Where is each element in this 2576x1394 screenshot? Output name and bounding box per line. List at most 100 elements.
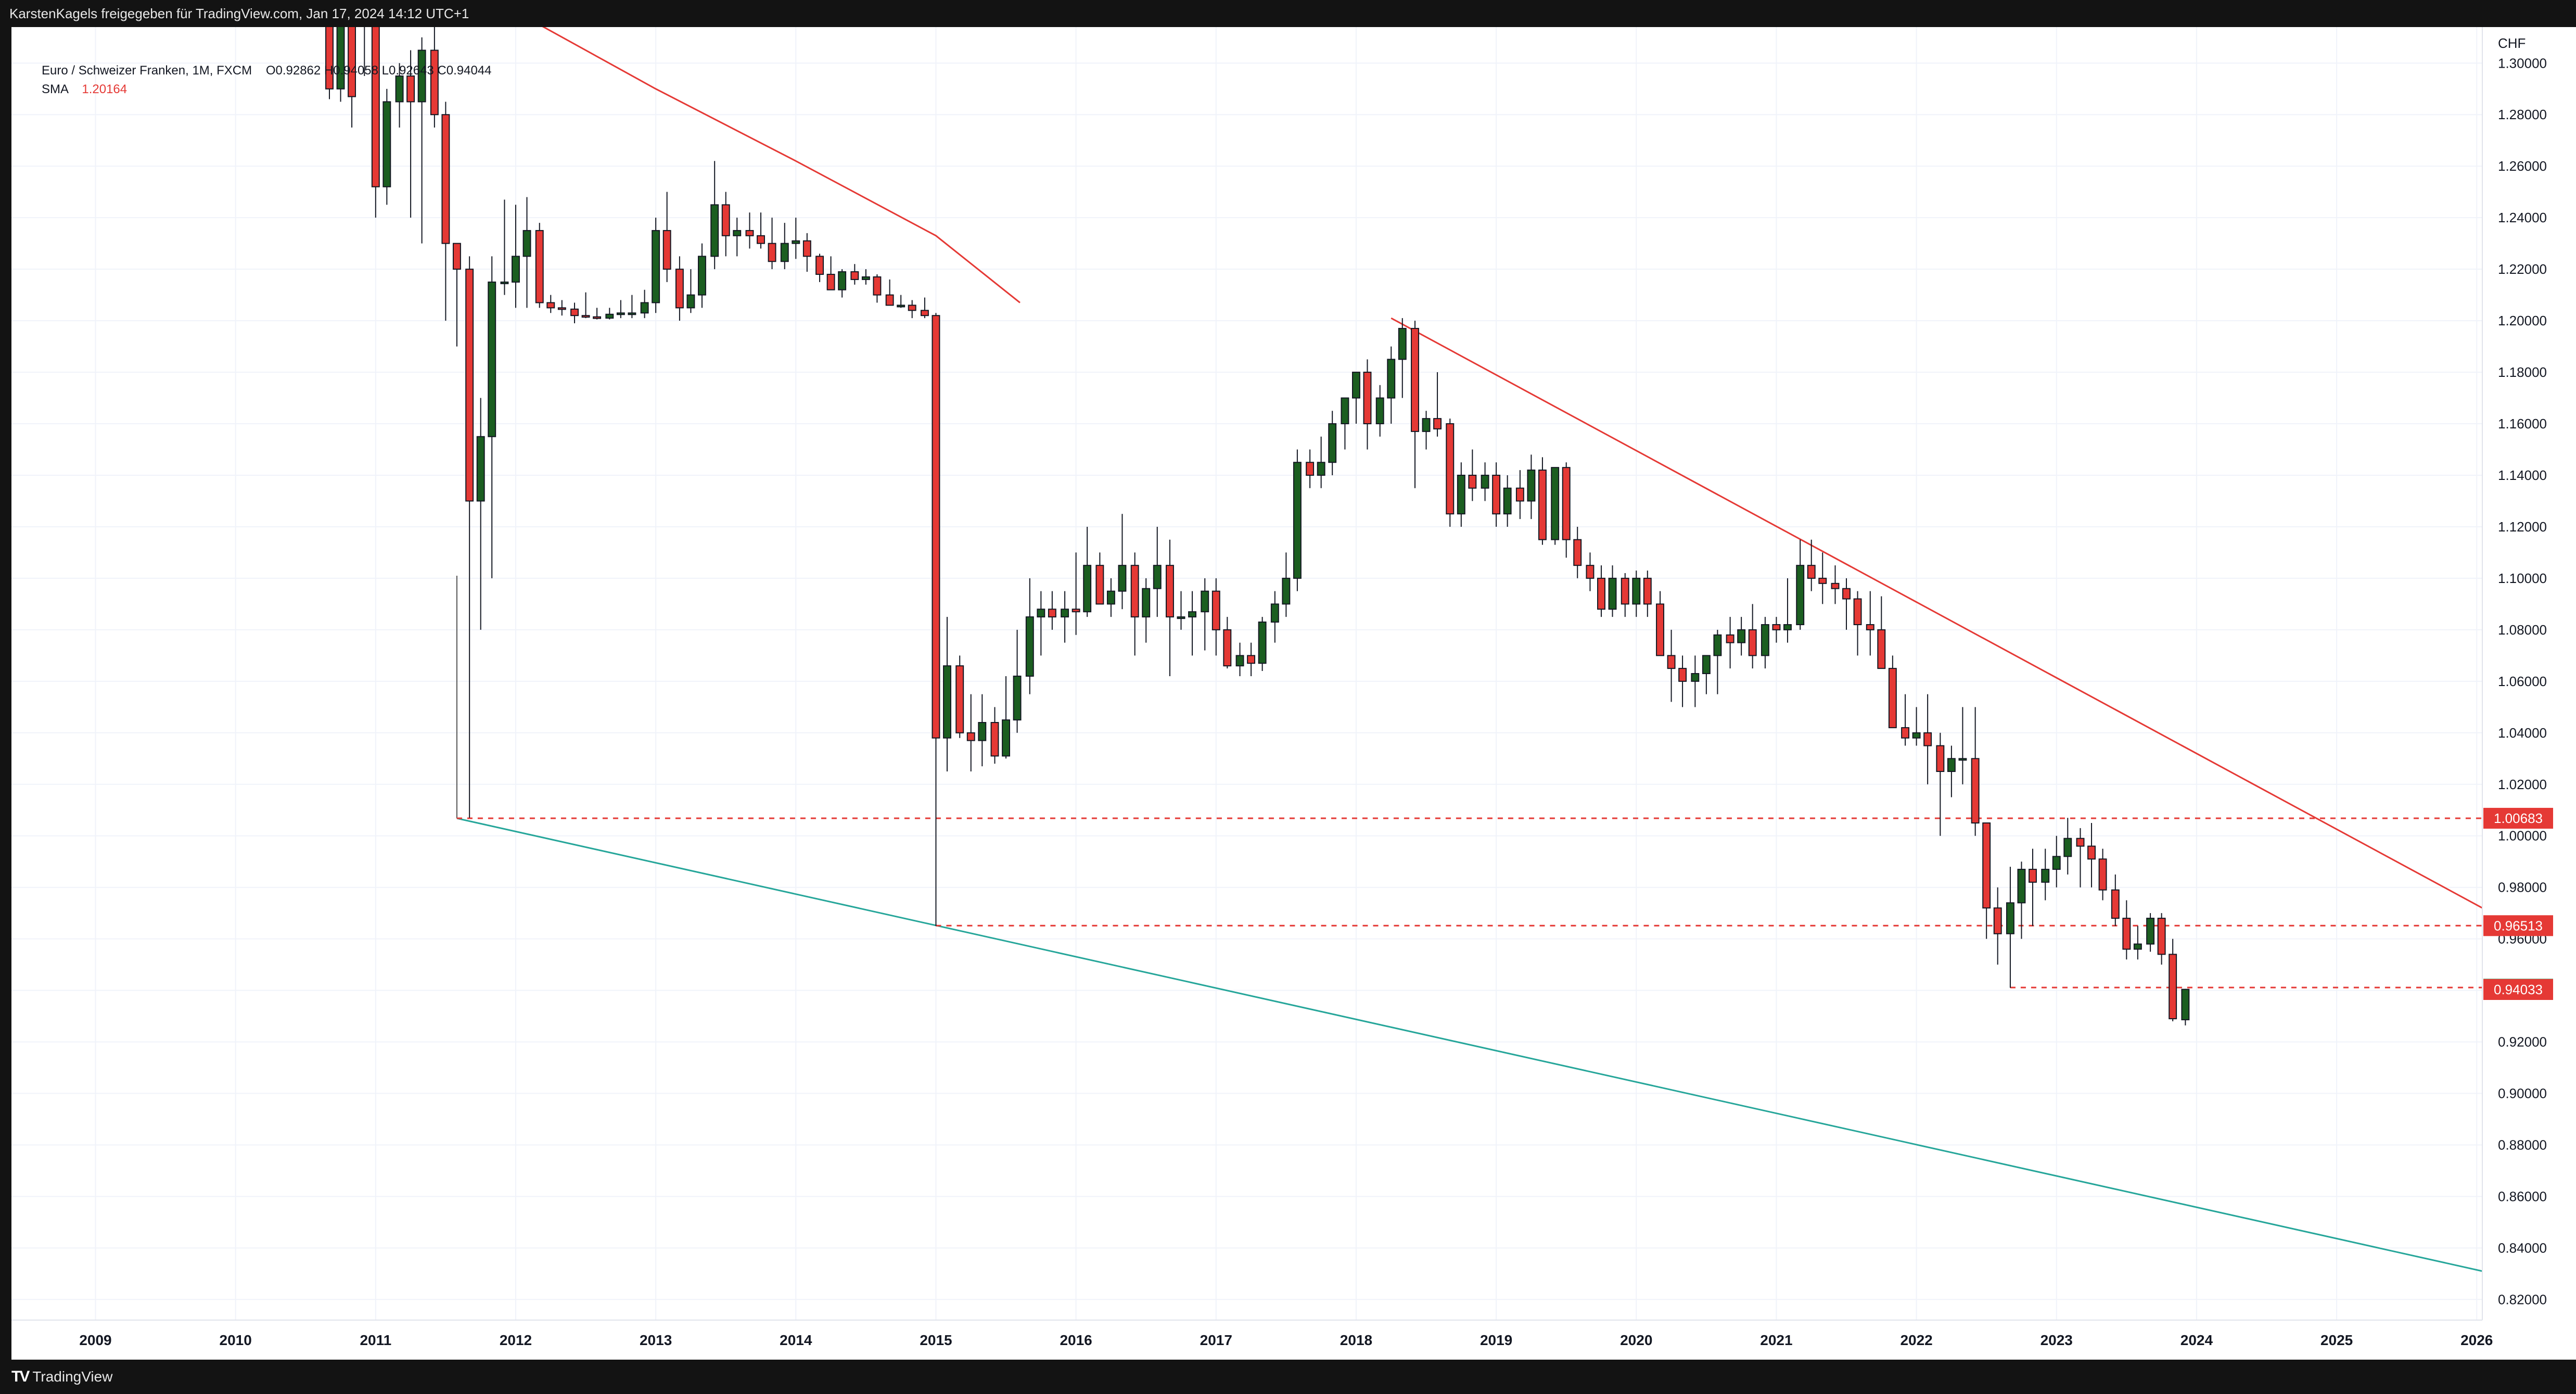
y-tick-label: 0.82000 <box>2498 1291 2547 1307</box>
x-tick-label: 2013 <box>640 1332 672 1348</box>
candle-body <box>792 240 800 244</box>
candle-body <box>978 722 987 741</box>
candle-body <box>570 308 579 316</box>
candle-body <box>698 256 706 296</box>
x-tick-label: 2011 <box>360 1332 391 1348</box>
candle-body <box>1831 582 1840 589</box>
candle-body <box>1691 673 1700 682</box>
candle-body <box>780 243 789 262</box>
candle-body <box>1853 598 1862 625</box>
candle-body <box>1877 629 1886 669</box>
candle-body <box>815 256 824 275</box>
candle-body <box>452 243 461 270</box>
candle-body <box>628 312 636 315</box>
sma-label[interactable]: SMA <box>42 82 68 96</box>
price-axis-labels: 0.82000 0.84000 0.86000 0.88000 0.90000 0.920… <box>2498 55 2547 1307</box>
y-tick-label: 1.06000 <box>2498 674 2547 689</box>
candle-body <box>500 281 509 284</box>
tradingview-logo[interactable]: TV TradingView <box>11 1368 112 1385</box>
x-tick-label: 2016 <box>1060 1332 1092 1348</box>
candle-body <box>1106 590 1115 605</box>
candle-body <box>1398 327 1407 360</box>
candle-body <box>512 256 520 283</box>
y-tick-label: 0.92000 <box>2498 1034 2547 1050</box>
candle-body <box>1621 577 1629 605</box>
credit-text: KarstenKagels freigegeben für TradingVie… <box>9 6 469 21</box>
candle-body <box>441 114 450 244</box>
chart-area[interactable]: CHF 0.82000 0.84000 0.86000 0.88000 0.90000 0… <box>11 27 2576 1360</box>
candle-body <box>1573 539 1582 566</box>
x-tick-label: 2010 <box>220 1332 252 1348</box>
candle-body <box>2087 845 2096 860</box>
price-tag-bg <box>2483 915 2553 936</box>
price-axis-panel[interactable] <box>2482 27 2576 1360</box>
candle-body <box>1201 590 1209 613</box>
symbol-title[interactable]: Euro / Schweizer Franken, 1M, FXCM <box>42 64 252 78</box>
candle-body <box>395 75 404 103</box>
x-tick-label: 2009 <box>79 1332 111 1348</box>
candle-body <box>1971 758 1980 823</box>
currency-label: CHF <box>2498 35 2526 51</box>
candle-body <box>1118 565 1127 592</box>
y-tick-label: 1.02000 <box>2498 777 2547 792</box>
candle-body <box>1013 675 1022 721</box>
y-tick-label: 1.14000 <box>2498 467 2547 483</box>
y-tick-label: 1.16000 <box>2498 416 2547 432</box>
candles <box>325 27 2190 1025</box>
candle-body <box>745 230 754 236</box>
candle-body <box>1562 467 1571 540</box>
candle-body <box>850 271 859 280</box>
legend-sma-row: SMA 1.20164 <box>42 80 492 99</box>
candle-body <box>2157 918 2166 955</box>
candle-body <box>897 305 906 308</box>
candle-body <box>1551 467 1560 540</box>
candle-body <box>336 27 345 90</box>
x-tick-label: 2023 <box>2041 1332 2073 1348</box>
candle-body <box>1177 616 1185 619</box>
candle-body <box>1433 418 1442 429</box>
candle-body <box>757 235 765 244</box>
y-tick-label: 1.08000 <box>2498 622 2547 638</box>
candle-body <box>873 276 882 296</box>
candle-body <box>1515 487 1524 502</box>
trend-drawings <box>456 27 2483 1272</box>
candle-body <box>406 75 415 103</box>
candle-body <box>1282 577 1291 605</box>
candle-body <box>546 302 555 309</box>
y-tick-label: 1.12000 <box>2498 519 2547 535</box>
candle-body <box>1702 655 1711 674</box>
candle-body <box>802 240 811 257</box>
candle-body <box>1095 565 1104 605</box>
candle-body <box>1796 565 1805 625</box>
top-credit-bar: KarstenKagels freigegeben für TradingVie… <box>0 0 2576 27</box>
time-axis-panel[interactable] <box>11 1320 2576 1360</box>
candle-body <box>826 274 835 290</box>
ohlc-values: O0.92862 H0.94058 L0.92643 C0.94044 <box>265 64 492 78</box>
resistance-trendline <box>1391 317 2483 909</box>
y-tick-label: 0.90000 <box>2498 1086 2547 1101</box>
candle-body <box>1258 622 1267 664</box>
candle-body <box>686 294 695 309</box>
bottom-brand-bar: TV TradingView <box>0 1360 2576 1394</box>
candle-body <box>348 27 356 97</box>
candle-body <box>1761 624 1769 656</box>
price-chart[interactable]: CHF 0.820000.840000.860000.880000.900000… <box>11 27 2576 1360</box>
y-tick-label: 1.18000 <box>2498 364 2547 380</box>
candle-body <box>908 305 916 311</box>
tradingview-logo-icon: TV <box>11 1368 30 1385</box>
candle-body <box>371 27 380 187</box>
candle-body <box>662 230 671 270</box>
x-tick-label: 2024 <box>2180 1332 2213 1348</box>
y-tick-label: 0.98000 <box>2498 880 2547 895</box>
candle-body <box>616 312 625 315</box>
candle-body <box>1737 629 1746 643</box>
y-tick-label: 1.20000 <box>2498 313 2547 328</box>
candle-body <box>710 204 719 257</box>
candle-body <box>1947 758 1956 772</box>
candle-body <box>1492 474 1501 515</box>
y-tick-label: 1.24000 <box>2498 210 2547 225</box>
candle-body <box>465 269 474 502</box>
candle-body <box>1901 727 1910 739</box>
candle-body <box>1538 470 1547 540</box>
